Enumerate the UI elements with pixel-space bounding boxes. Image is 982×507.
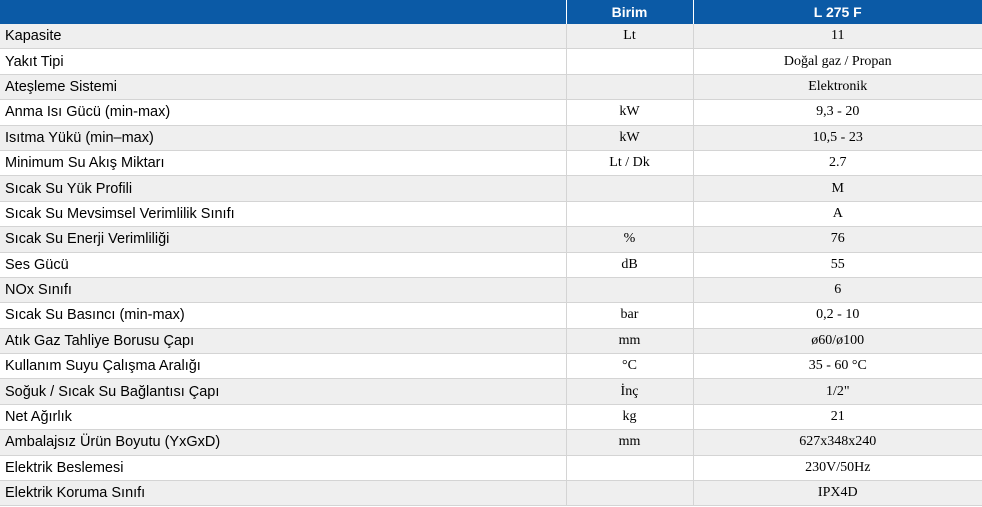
table-row: Kapasite Lt 11 bbox=[0, 24, 982, 50]
table-row: Ambalajsız Ürün Boyutu (YxGxD) mm 627x348x… bbox=[0, 429, 982, 456]
property-unit: Lt bbox=[565, 24, 694, 50]
property-value: 11 bbox=[692, 24, 982, 50]
property-name: Anma Isı Gücü (min-max) bbox=[0, 99, 567, 126]
property-value: M bbox=[692, 175, 982, 202]
property-name: NOx Sınıfı bbox=[0, 277, 567, 304]
property-unit: kg bbox=[565, 404, 694, 431]
property-unit: dB bbox=[565, 252, 694, 278]
table-row: Kullanım Suyu Çalışma Aralığı °C 35 - 60 °… bbox=[0, 353, 982, 380]
header-property bbox=[0, 0, 567, 24]
property-name: Minimum Su Akış Miktarı bbox=[0, 150, 567, 177]
property-name: Sıcak Su Basıncı (min-max) bbox=[0, 302, 567, 329]
table-row: NOx Sınıfı 6 bbox=[0, 277, 982, 304]
property-name: Elektrik Koruma Sınıfı bbox=[0, 480, 567, 507]
property-value: 10,5 - 23 bbox=[692, 125, 982, 151]
property-value: 55 bbox=[692, 252, 982, 278]
property-unit: Lt / Dk bbox=[565, 150, 694, 177]
property-value: 230V/50Hz bbox=[692, 455, 982, 482]
table-row: Soğuk / Sıcak Su Bağlantısı Çapı İnç 1/2" bbox=[0, 378, 982, 405]
table-row: Net Ağırlık kg 21 bbox=[0, 404, 982, 431]
property-value: 6 bbox=[692, 277, 982, 304]
table-row: Sıcak Su Yük Profili M bbox=[0, 175, 982, 202]
spec-table-body: Kapasite Lt 11 Yakıt Tipi Doğal gaz / Propan… bbox=[0, 24, 982, 507]
property-value: 627x348x240 bbox=[692, 429, 982, 456]
property-value: IPX4D bbox=[692, 480, 982, 507]
table-row: Ateşleme Sistemi Elektronik bbox=[0, 74, 982, 101]
property-unit: mm bbox=[565, 429, 694, 456]
property-unit bbox=[565, 175, 694, 202]
property-name: Atık Gaz Tahliye Borusu Çapı bbox=[0, 328, 567, 355]
header-model: L 275 F bbox=[693, 0, 982, 24]
property-name: Sıcak Su Mevsimsel Verimlilik Sınıfı bbox=[0, 201, 567, 228]
property-name: Elektrik Beslemesi bbox=[0, 455, 567, 482]
spec-table-header: Birim L 275 F bbox=[0, 0, 982, 24]
property-unit bbox=[565, 48, 694, 75]
property-value: 0,2 - 10 bbox=[692, 302, 982, 329]
table-row: Isıtma Yükü (min–max) kW 10,5 - 23 bbox=[0, 125, 982, 151]
property-name: Ses Gücü bbox=[0, 252, 567, 278]
property-unit bbox=[565, 201, 694, 228]
property-value: 9,3 - 20 bbox=[692, 99, 982, 126]
property-unit: °C bbox=[565, 353, 694, 380]
property-value: 1/2" bbox=[692, 378, 982, 405]
table-row: Yakıt Tipi Doğal gaz / Propan bbox=[0, 48, 982, 75]
table-row: Atık Gaz Tahliye Borusu Çapı mm ø60/ø100 bbox=[0, 328, 982, 355]
property-value: 76 bbox=[692, 226, 982, 253]
property-name: Soğuk / Sıcak Su Bağlantısı Çapı bbox=[0, 378, 567, 405]
property-value: 35 - 60 °C bbox=[692, 353, 982, 380]
property-value: Doğal gaz / Propan bbox=[692, 48, 982, 75]
property-unit: kW bbox=[565, 99, 694, 126]
property-name: Ateşleme Sistemi bbox=[0, 74, 567, 101]
property-name: Sıcak Su Enerji Verimliliği bbox=[0, 226, 567, 253]
table-row: Minimum Su Akış Miktarı Lt / Dk 2.7 bbox=[0, 150, 982, 177]
property-unit bbox=[565, 277, 694, 304]
property-name: Ambalajsız Ürün Boyutu (YxGxD) bbox=[0, 429, 567, 456]
table-row: Sıcak Su Enerji Verimliliği% 76 bbox=[0, 226, 982, 253]
property-name: Net Ağırlık bbox=[0, 404, 567, 431]
property-unit bbox=[565, 455, 694, 482]
property-unit bbox=[565, 480, 694, 507]
property-name: Yakıt Tipi bbox=[0, 48, 567, 75]
table-row: Elektrik Koruma Sınıfı IPX4D bbox=[0, 480, 982, 507]
property-unit: bar bbox=[565, 302, 694, 329]
table-row: Anma Isı Gücü (min-max) kW 9,3 - 20 bbox=[0, 99, 982, 126]
property-name: Sıcak Su Yük Profili bbox=[0, 175, 567, 202]
property-value: Elektronik bbox=[692, 74, 982, 101]
property-unit: İnç bbox=[565, 378, 694, 405]
property-name: Kapasite bbox=[0, 24, 567, 50]
table-row: Sıcak Su Mevsimsel Verimlilik Sınıfı A bbox=[0, 201, 982, 228]
property-unit bbox=[565, 74, 694, 101]
property-name: Kullanım Suyu Çalışma Aralığı bbox=[0, 353, 567, 380]
property-name: Isıtma Yükü (min–max) bbox=[0, 125, 567, 151]
property-unit: % bbox=[565, 226, 694, 253]
header-unit: Birim bbox=[566, 0, 694, 24]
table-row: Sıcak Su Basıncı (min-max) bar 0,2 - 10 bbox=[0, 302, 982, 329]
header-row: Birim L 275 F bbox=[0, 0, 982, 24]
property-value: ø60/ø100 bbox=[692, 328, 982, 355]
property-value: A bbox=[692, 201, 982, 228]
table-row: Elektrik Beslemesi 230V/50Hz bbox=[0, 455, 982, 482]
property-unit: kW bbox=[565, 125, 694, 151]
table-row: Ses Gücü dB 55 bbox=[0, 252, 982, 278]
property-unit: mm bbox=[565, 328, 694, 355]
property-value: 2.7 bbox=[692, 150, 982, 177]
property-value: 21 bbox=[692, 404, 982, 431]
